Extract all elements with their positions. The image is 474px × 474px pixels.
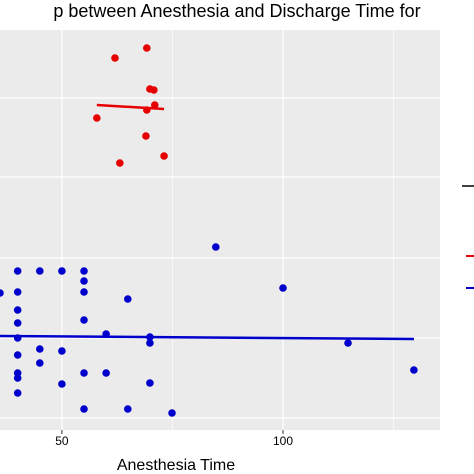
point: [80, 267, 88, 275]
point: [80, 277, 88, 285]
point: [150, 101, 159, 109]
panel: [0, 30, 440, 430]
point: [168, 409, 176, 417]
point: [102, 369, 110, 377]
point: [142, 132, 150, 140]
x-tick-label: 100: [273, 434, 293, 448]
point: [80, 405, 88, 413]
point: [143, 44, 151, 52]
fit-line: [96, 103, 165, 111]
point: [13, 306, 22, 314]
point: [146, 379, 154, 387]
point: [13, 267, 22, 275]
fit-line: [0, 334, 414, 341]
point: [13, 288, 22, 296]
point: [0, 289, 4, 297]
point: [58, 347, 66, 355]
chart-title: p between Anesthesia and Discharge Time …: [53, 1, 420, 21]
point: [80, 288, 88, 296]
point: [123, 295, 132, 303]
point: [13, 389, 22, 397]
point: [116, 159, 124, 167]
point: [279, 284, 287, 292]
point: [150, 86, 158, 94]
point: [58, 380, 66, 388]
point: [13, 319, 22, 327]
point: [146, 339, 154, 347]
x-tick-label: 50: [55, 434, 69, 448]
point: [344, 339, 352, 347]
point: [13, 374, 22, 382]
point: [80, 316, 88, 324]
x-axis-label: Anesthesia Time: [117, 457, 235, 474]
point: [123, 405, 132, 413]
point: [35, 267, 44, 275]
point: [35, 345, 44, 353]
point: [211, 243, 220, 251]
point: [13, 351, 22, 359]
point: [80, 369, 88, 377]
point: [35, 359, 44, 367]
point: [410, 366, 418, 374]
point: [58, 267, 66, 275]
point: [160, 152, 168, 160]
point: [93, 114, 101, 122]
point: [111, 54, 119, 62]
